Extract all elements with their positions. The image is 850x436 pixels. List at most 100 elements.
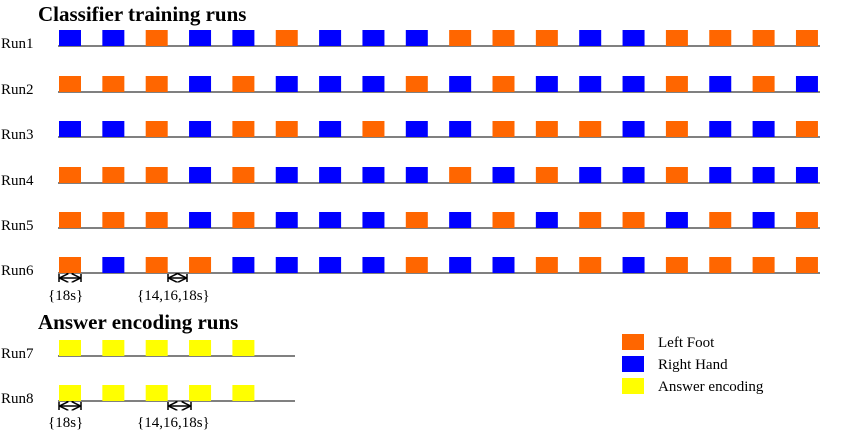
block: [145, 212, 168, 228]
block: [405, 257, 428, 273]
block: [665, 76, 688, 92]
block: [665, 167, 688, 183]
block: [795, 76, 818, 92]
block: [59, 340, 81, 356]
legend-swatch: [622, 334, 644, 350]
block: [189, 76, 212, 92]
block: [449, 121, 472, 137]
block: [535, 212, 558, 228]
block: [189, 340, 212, 356]
block: [665, 212, 688, 228]
block: [145, 385, 168, 401]
block: [362, 76, 385, 92]
block: [492, 121, 515, 137]
block: [189, 121, 212, 137]
block: [752, 257, 775, 273]
block: [795, 212, 818, 228]
run-label: Run6: [1, 263, 34, 279]
run-label: Run1: [1, 36, 34, 52]
block: [275, 76, 298, 92]
block: [59, 30, 81, 46]
block: [709, 257, 732, 273]
block: [145, 257, 168, 273]
block: [405, 30, 428, 46]
block: [709, 30, 732, 46]
block: [795, 257, 818, 273]
block: [535, 30, 558, 46]
run-label: Run5: [1, 218, 34, 234]
block: [492, 212, 515, 228]
block: [275, 30, 298, 46]
block: [579, 257, 602, 273]
block: [319, 212, 342, 228]
block: [752, 121, 775, 137]
block: [232, 30, 255, 46]
block: [535, 167, 558, 183]
block: [362, 167, 385, 183]
block: [59, 121, 81, 137]
block: [232, 257, 255, 273]
block: [59, 212, 81, 228]
block: [145, 340, 168, 356]
block: [145, 121, 168, 137]
block: [709, 121, 732, 137]
run-label: Run4: [1, 173, 34, 189]
block: [665, 121, 688, 137]
block: [405, 212, 428, 228]
block: [535, 76, 558, 92]
block: [709, 167, 732, 183]
block: [59, 167, 81, 183]
block: [319, 30, 342, 46]
block: [709, 212, 732, 228]
block: [232, 76, 255, 92]
annotation: {18s}: [48, 415, 83, 431]
section-title: Answer encoding runs: [38, 310, 238, 334]
block: [232, 121, 255, 137]
block: [102, 340, 125, 356]
block: [752, 76, 775, 92]
legend-label: Right Hand: [658, 357, 728, 373]
annotation: {14,16,18s}: [137, 288, 210, 304]
block: [709, 76, 732, 92]
block: [492, 30, 515, 46]
block: [622, 257, 645, 273]
block: [579, 30, 602, 46]
arrows: [58, 274, 192, 410]
block: [275, 167, 298, 183]
block: [405, 121, 428, 137]
block: [449, 257, 472, 273]
annotation: {14,16,18s}: [137, 415, 210, 431]
block: [59, 385, 81, 401]
block: [752, 167, 775, 183]
block: [59, 76, 81, 92]
block: [535, 121, 558, 137]
block: [449, 212, 472, 228]
block: [232, 212, 255, 228]
run-label: Run8: [1, 391, 34, 407]
block: [189, 257, 212, 273]
run-label: Run2: [1, 82, 34, 98]
block: [795, 167, 818, 183]
block: [189, 167, 212, 183]
block: [145, 76, 168, 92]
block: [362, 257, 385, 273]
block: [622, 76, 645, 92]
legend-swatch: [622, 378, 644, 394]
legend-swatch: [622, 356, 644, 372]
block: [232, 340, 255, 356]
block: [362, 30, 385, 46]
block: [362, 121, 385, 137]
block: [622, 121, 645, 137]
block: [102, 212, 125, 228]
block: [102, 385, 125, 401]
block: [319, 121, 342, 137]
block: [795, 30, 818, 46]
block: [102, 76, 125, 92]
block: [492, 167, 515, 183]
section-title: Classifier training runs: [38, 2, 246, 26]
block: [405, 167, 428, 183]
block: [535, 257, 558, 273]
block: [189, 30, 212, 46]
annotation: {18s}: [48, 288, 83, 304]
